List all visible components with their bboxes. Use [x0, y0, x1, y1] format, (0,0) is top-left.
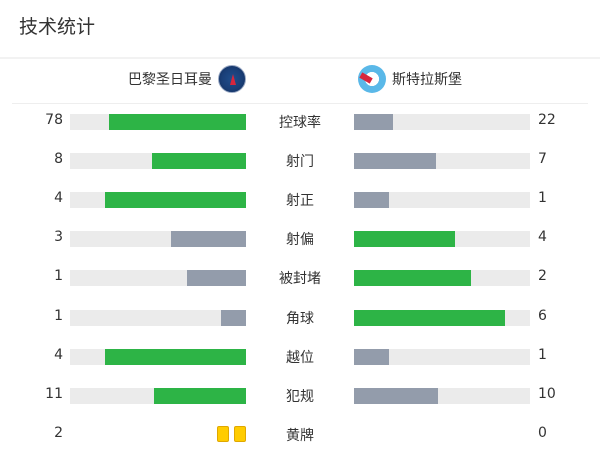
strasbourg-logo-icon: [358, 65, 386, 93]
stat-label: 犯规: [286, 389, 314, 405]
home-bar: [70, 114, 246, 130]
home-value: 8: [54, 151, 63, 167]
away-bar-fill: [354, 388, 438, 404]
yellow-card-icon: [234, 426, 246, 442]
home-bar-fill: [153, 388, 246, 404]
psg-logo-icon: [218, 65, 246, 93]
divider: [0, 57, 600, 59]
stat-row: 4 射正 1: [0, 190, 600, 209]
stat-row-yellow-cards: 2 黄牌 0: [0, 425, 600, 444]
away-value: 2: [538, 268, 547, 284]
away-bar: [354, 310, 530, 326]
home-bar-fill: [170, 231, 246, 247]
away-bar: [354, 192, 530, 208]
stat-row: 78 控球率 22: [0, 112, 600, 131]
away-bar-fill: [354, 114, 393, 130]
away-value: 1: [538, 347, 547, 363]
yellow-card-icon: [217, 426, 229, 442]
away-bar-fill: [354, 192, 390, 208]
home-bar: [70, 388, 246, 404]
home-value: 4: [54, 347, 63, 363]
page-title: 技术统计: [19, 16, 96, 38]
away-team: 斯特拉斯堡: [358, 64, 462, 94]
away-bar: [354, 231, 530, 247]
away-value: 1: [538, 190, 547, 206]
away-team-name: 斯特拉斯堡: [392, 72, 462, 88]
stat-label: 控球率: [279, 115, 321, 131]
home-bar: [70, 310, 246, 326]
away-bar-fill: [354, 349, 390, 365]
away-bar: [354, 153, 530, 169]
home-value: 11: [45, 386, 63, 402]
home-bar: [70, 270, 246, 286]
home-team-name: 巴黎圣日耳曼: [128, 72, 212, 88]
stat-label: 射门: [286, 154, 314, 170]
away-bar-fill: [354, 231, 455, 247]
away-bar: [354, 388, 530, 404]
away-bar-fill: [354, 153, 437, 169]
stat-row: 1 角球 6: [0, 308, 600, 327]
away-value: 0: [538, 425, 547, 441]
home-bar-fill: [152, 153, 246, 169]
home-bar: [70, 192, 246, 208]
divider: [12, 103, 588, 104]
stat-row: 4 越位 1: [0, 347, 600, 366]
home-value: 4: [54, 190, 63, 206]
stat-row: 1 被封堵 2: [0, 268, 600, 287]
away-bar-fill: [354, 270, 472, 286]
stat-label: 射正: [286, 193, 314, 209]
home-value: 3: [54, 229, 63, 245]
home-value: 1: [54, 308, 63, 324]
home-bar-fill: [187, 270, 246, 286]
away-bar: [354, 270, 530, 286]
stat-label: 越位: [286, 350, 314, 366]
stat-label: 黄牌: [286, 428, 314, 444]
stat-row: 11 犯规 10: [0, 386, 600, 405]
away-bar: [354, 114, 530, 130]
away-bar-fill: [354, 310, 505, 326]
home-bar: [70, 349, 246, 365]
stat-label: 被封堵: [279, 271, 321, 287]
away-value: 6: [538, 308, 547, 324]
stat-row: 8 射门 7: [0, 151, 600, 170]
home-team: 巴黎圣日耳曼: [128, 64, 246, 94]
away-value: 22: [538, 112, 556, 128]
home-value: 2: [54, 425, 63, 441]
home-bar-fill: [105, 349, 246, 365]
away-bar: [354, 349, 530, 365]
home-value: 1: [54, 268, 63, 284]
home-bar-fill: [105, 192, 246, 208]
away-value: 10: [538, 386, 556, 402]
away-value: 7: [538, 151, 547, 167]
stat-label: 射偏: [286, 232, 314, 248]
stat-label: 角球: [286, 311, 314, 327]
away-value: 4: [538, 229, 547, 245]
home-bar-fill: [220, 310, 246, 326]
home-value: 78: [45, 112, 63, 128]
stat-row: 3 射偏 4: [0, 229, 600, 248]
home-bar: [70, 153, 246, 169]
home-bar-fill: [108, 114, 246, 130]
home-yellow-cards: [217, 426, 246, 442]
home-bar: [70, 231, 246, 247]
